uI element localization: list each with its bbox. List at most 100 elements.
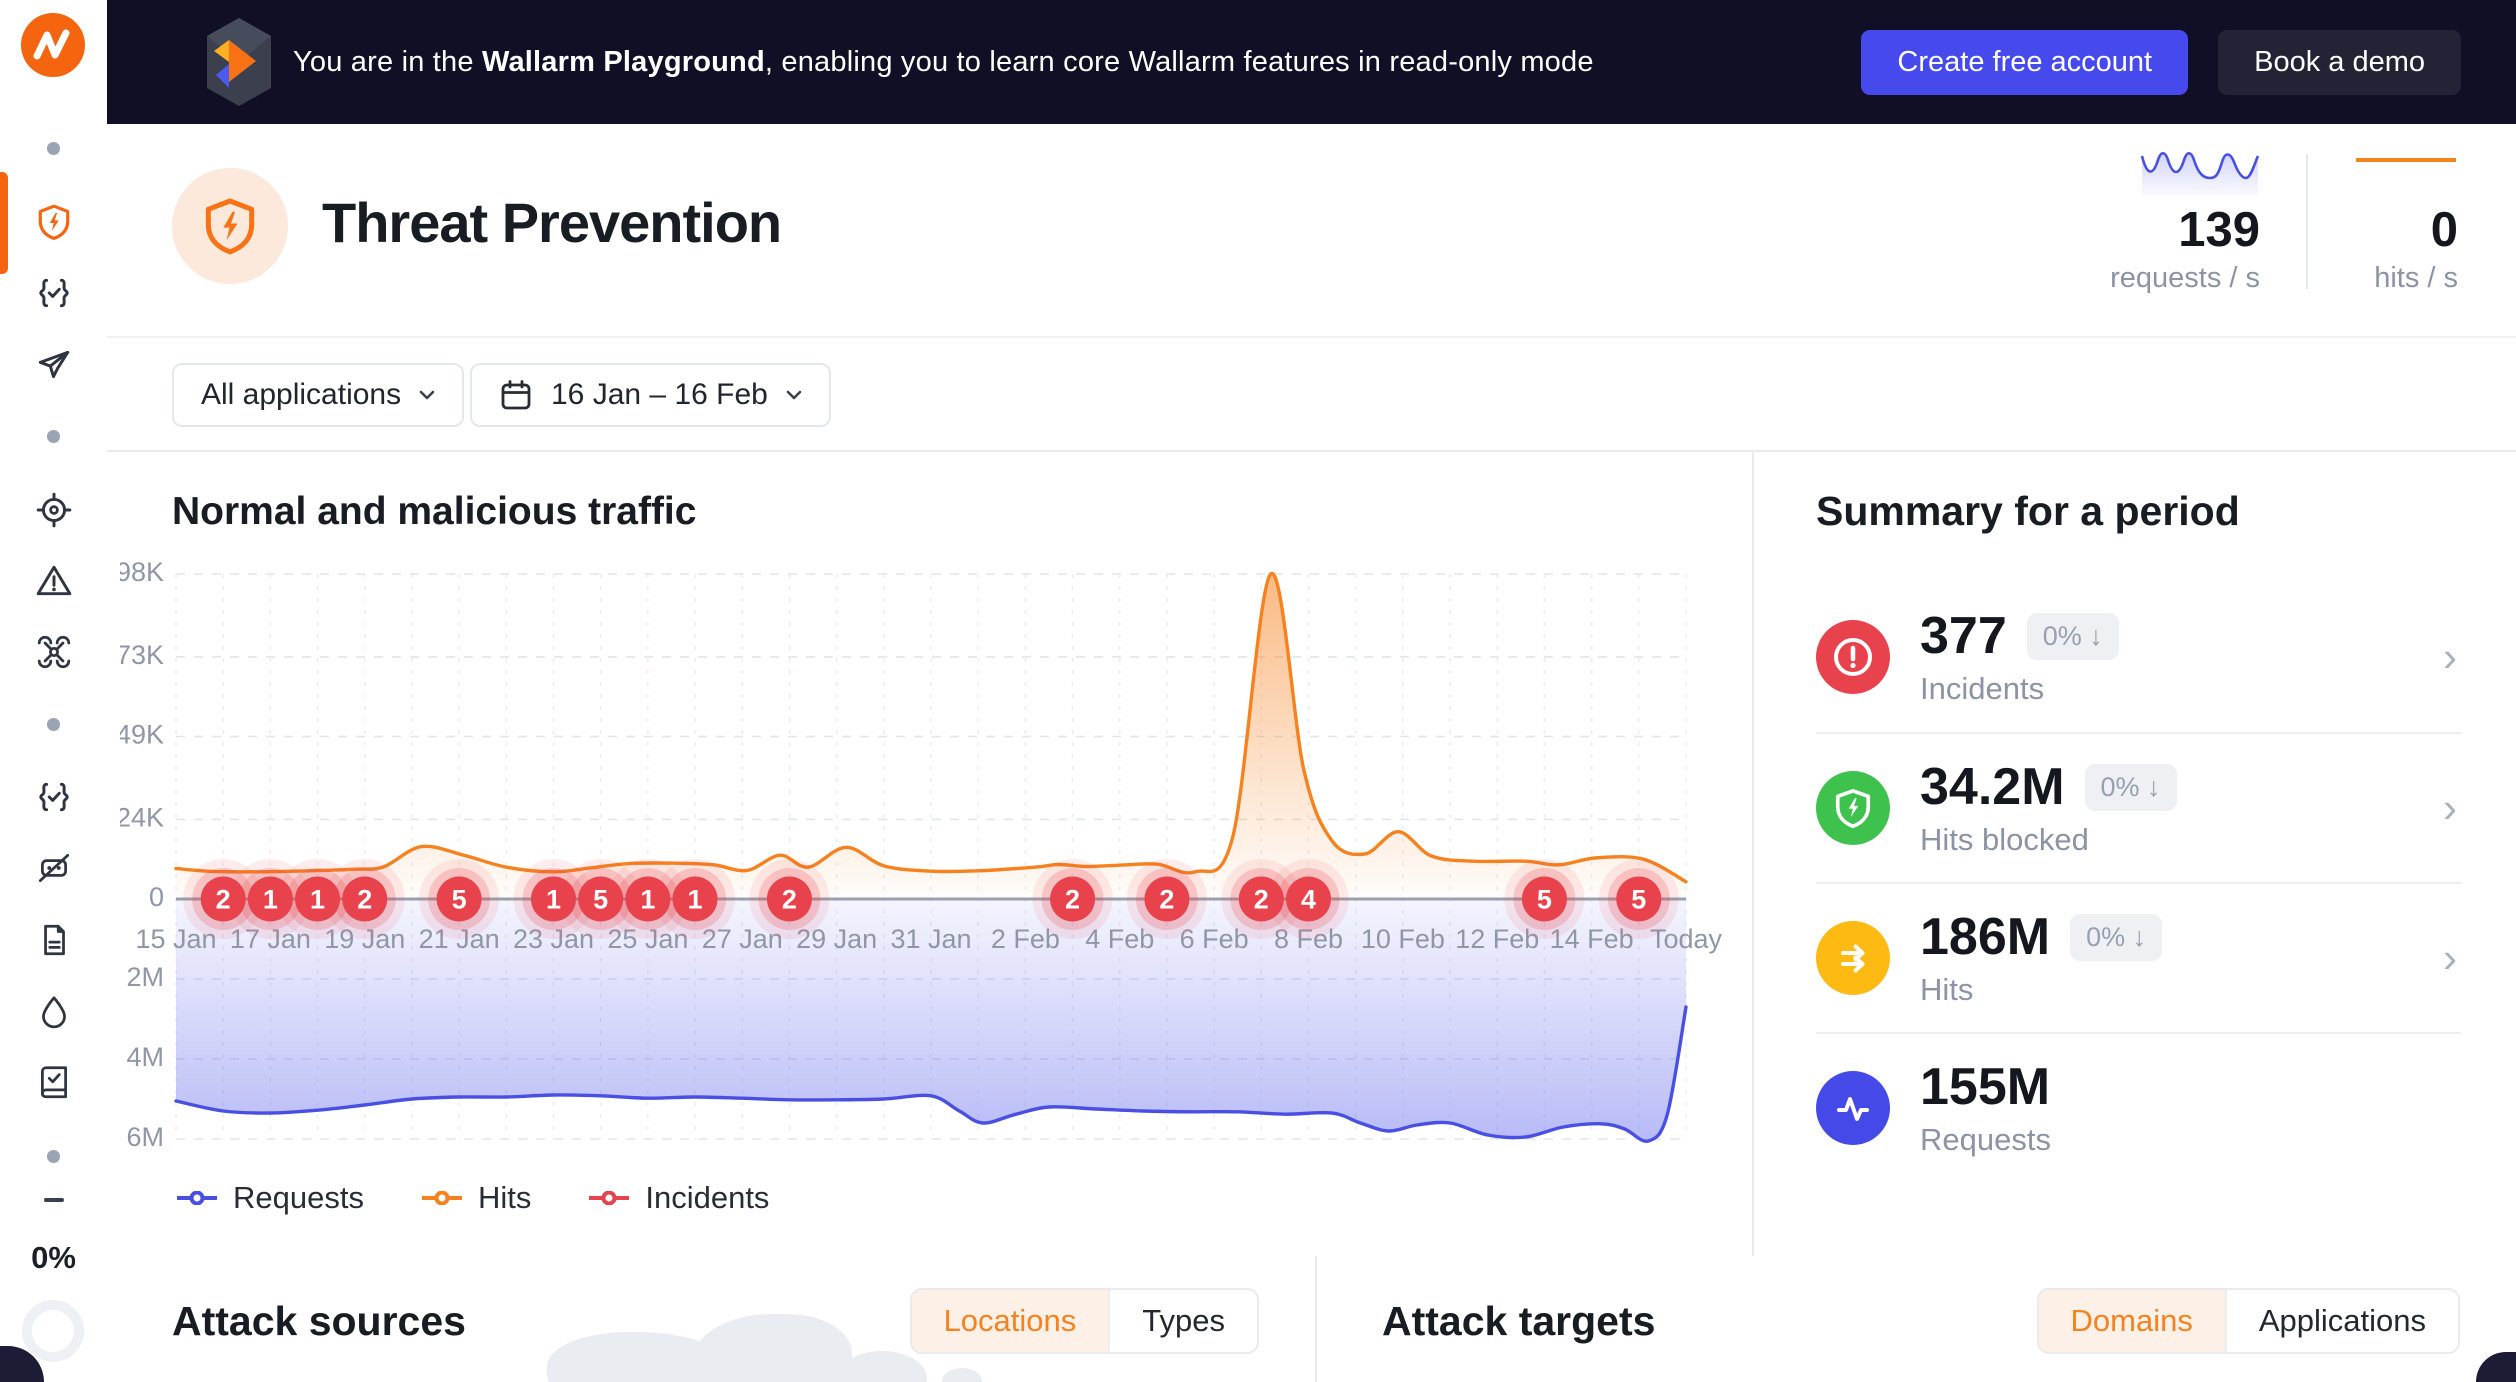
attack-sources-panel: Attack sources Locations Types [107, 1256, 1317, 1382]
braces-check-icon [39, 782, 69, 812]
sidebar-item-filters[interactable] [35, 992, 73, 1030]
svg-text:Today: Today [1650, 924, 1723, 954]
wallarm-logo-icon [33, 29, 70, 60]
requests-icon [1816, 1071, 1890, 1145]
tab-applications[interactable]: Applications [2224, 1290, 2458, 1352]
hits-per-second-label: hits / s [2374, 262, 2458, 294]
sidebar-item-vulnerabilities[interactable] [35, 491, 73, 529]
playground-banner: You are in the Wallarm Playground, enabl… [107, 0, 2516, 124]
summary-row-incidents[interactable]: 377 0% ↓ Incidents › [1816, 582, 2461, 732]
svg-text:0: 0 [149, 882, 164, 912]
usage-percent: 0% [31, 1240, 76, 1275]
sidebar-item-documents[interactable] [35, 921, 73, 959]
svg-text:14 Feb: 14 Feb [1550, 924, 1634, 954]
document-icon [44, 924, 65, 956]
svg-text:4: 4 [1301, 885, 1316, 915]
svg-text:1: 1 [546, 885, 561, 915]
hits-blocked-change-badge: 0% ↓ [2084, 763, 2177, 811]
svg-text:2: 2 [782, 885, 797, 915]
incidents-change-badge: 0% ↓ [2026, 612, 2119, 660]
wallarm-logo[interactable] [21, 13, 85, 77]
sidebar-item-api-specifications[interactable] [35, 778, 73, 816]
map-silhouette [942, 1368, 982, 1382]
active-nav-indicator [0, 172, 8, 274]
legend-item-hits[interactable]: Hits [421, 1180, 531, 1216]
sidebar: 0% [0, 0, 107, 1382]
nav-section-dot [47, 718, 60, 731]
attack-targets-title: Attack targets [1382, 1298, 1656, 1344]
target-icon [36, 492, 72, 528]
svg-text:10 Feb: 10 Feb [1361, 924, 1445, 954]
svg-text:73K: 73K [120, 640, 164, 670]
hits-value: 186M [1920, 908, 2051, 966]
requests-value: 155M [1920, 1058, 2051, 1116]
requests-per-second-label: requests / s [2110, 262, 2260, 294]
attack-sources-title: Attack sources [172, 1298, 466, 1344]
svg-text:5: 5 [1631, 885, 1646, 915]
svg-text:98K: 98K [120, 557, 164, 587]
svg-text:4M: 4M [126, 1042, 164, 1072]
chevron-right-icon: › [2443, 784, 2457, 831]
sidebar-item-threat-prevention[interactable] [35, 203, 73, 241]
sidebar-item-attacks[interactable] [35, 346, 73, 384]
hits-icon [1816, 921, 1890, 995]
warning-triangle-icon [36, 565, 72, 596]
svg-text:19 Jan: 19 Jan [324, 924, 405, 954]
summary-row-hits[interactable]: 186M 0% ↓ Hits › [1816, 882, 2461, 1032]
svg-text:5: 5 [1537, 885, 1552, 915]
svg-text:24K: 24K [120, 803, 164, 833]
legend-incidents-icon [589, 1191, 630, 1205]
incidents-icon [1816, 620, 1890, 694]
sidebar-item-rules[interactable] [35, 1063, 73, 1101]
traffic-chart-panel: Normal and malicious traffic 98K 73K 49K 24… [107, 452, 1752, 1256]
chart-legend: Requests Hits Incidents [177, 1180, 769, 1216]
applications-filter-label: All applications [201, 378, 402, 411]
requests-label: Requests [1920, 1122, 2051, 1157]
svg-text:31 Jan: 31 Jan [890, 924, 971, 954]
svg-text:1: 1 [310, 885, 325, 915]
sidebar-item-bot-protection[interactable] [35, 849, 73, 887]
svg-text:2: 2 [1254, 885, 1269, 915]
legend-item-requests[interactable]: Requests [177, 1180, 364, 1216]
legend-item-incidents[interactable]: Incidents [589, 1180, 769, 1216]
summary-row-hits-blocked[interactable]: 34.2M 0% ↓ Hits blocked › [1816, 732, 2461, 882]
braces-check-icon [39, 278, 69, 308]
hits-blocked-label: Hits blocked [1920, 822, 2089, 857]
hits-blocked-value: 34.2M [1920, 758, 2065, 816]
svg-text:1: 1 [640, 885, 655, 915]
summary-row-requests[interactable]: 155M Requests [1816, 1032, 2461, 1182]
tab-locations[interactable]: Locations [911, 1290, 1109, 1352]
chevron-right-icon: › [2443, 934, 2457, 981]
svg-text:23 Jan: 23 Jan [513, 924, 594, 954]
sidebar-item-api-discovery[interactable] [35, 274, 73, 312]
banner-message: You are in the Wallarm Playground, enabl… [293, 45, 1594, 78]
book-a-demo-button[interactable]: Book a demo [2218, 29, 2461, 95]
legend-requests-icon [177, 1191, 217, 1205]
tab-domains[interactable]: Domains [2038, 1290, 2225, 1352]
create-free-account-button[interactable]: Create free account [1861, 29, 2189, 95]
attack-targets-toggle: Domains Applications [2036, 1288, 2460, 1354]
svg-text:8 Feb: 8 Feb [1274, 924, 1343, 954]
svg-text:1: 1 [263, 885, 278, 915]
nav-collapse-dash[interactable] [44, 1198, 64, 1202]
shield-bolt-icon [205, 198, 255, 255]
svg-text:21 Jan: 21 Jan [419, 924, 500, 954]
summary-title: Summary for a period [1816, 488, 2240, 534]
sidebar-item-bot-attacks[interactable] [35, 633, 73, 671]
requests-per-second-value: 139 [2178, 203, 2260, 257]
hits-label: Hits [1920, 972, 1974, 1007]
book-check-icon [41, 1066, 67, 1099]
svg-text:2: 2 [1065, 885, 1080, 915]
tab-types[interactable]: Types [1108, 1290, 1257, 1352]
svg-text:6M: 6M [126, 1122, 164, 1152]
hits-per-second-stat: 0 hits / s [2354, 148, 2458, 295]
sidebar-item-incidents[interactable] [35, 562, 73, 600]
svg-text:17 Jan: 17 Jan [230, 924, 311, 954]
avatar[interactable] [22, 1300, 84, 1362]
svg-text:2: 2 [216, 885, 231, 915]
attack-sources-toggle: Locations Types [909, 1288, 1259, 1354]
applications-filter-dropdown[interactable]: All applications [172, 363, 465, 427]
date-range-picker[interactable]: 16 Jan – 16 Feb [470, 363, 831, 427]
page-header: Threat Prevention 139 requests / s [107, 124, 2516, 338]
